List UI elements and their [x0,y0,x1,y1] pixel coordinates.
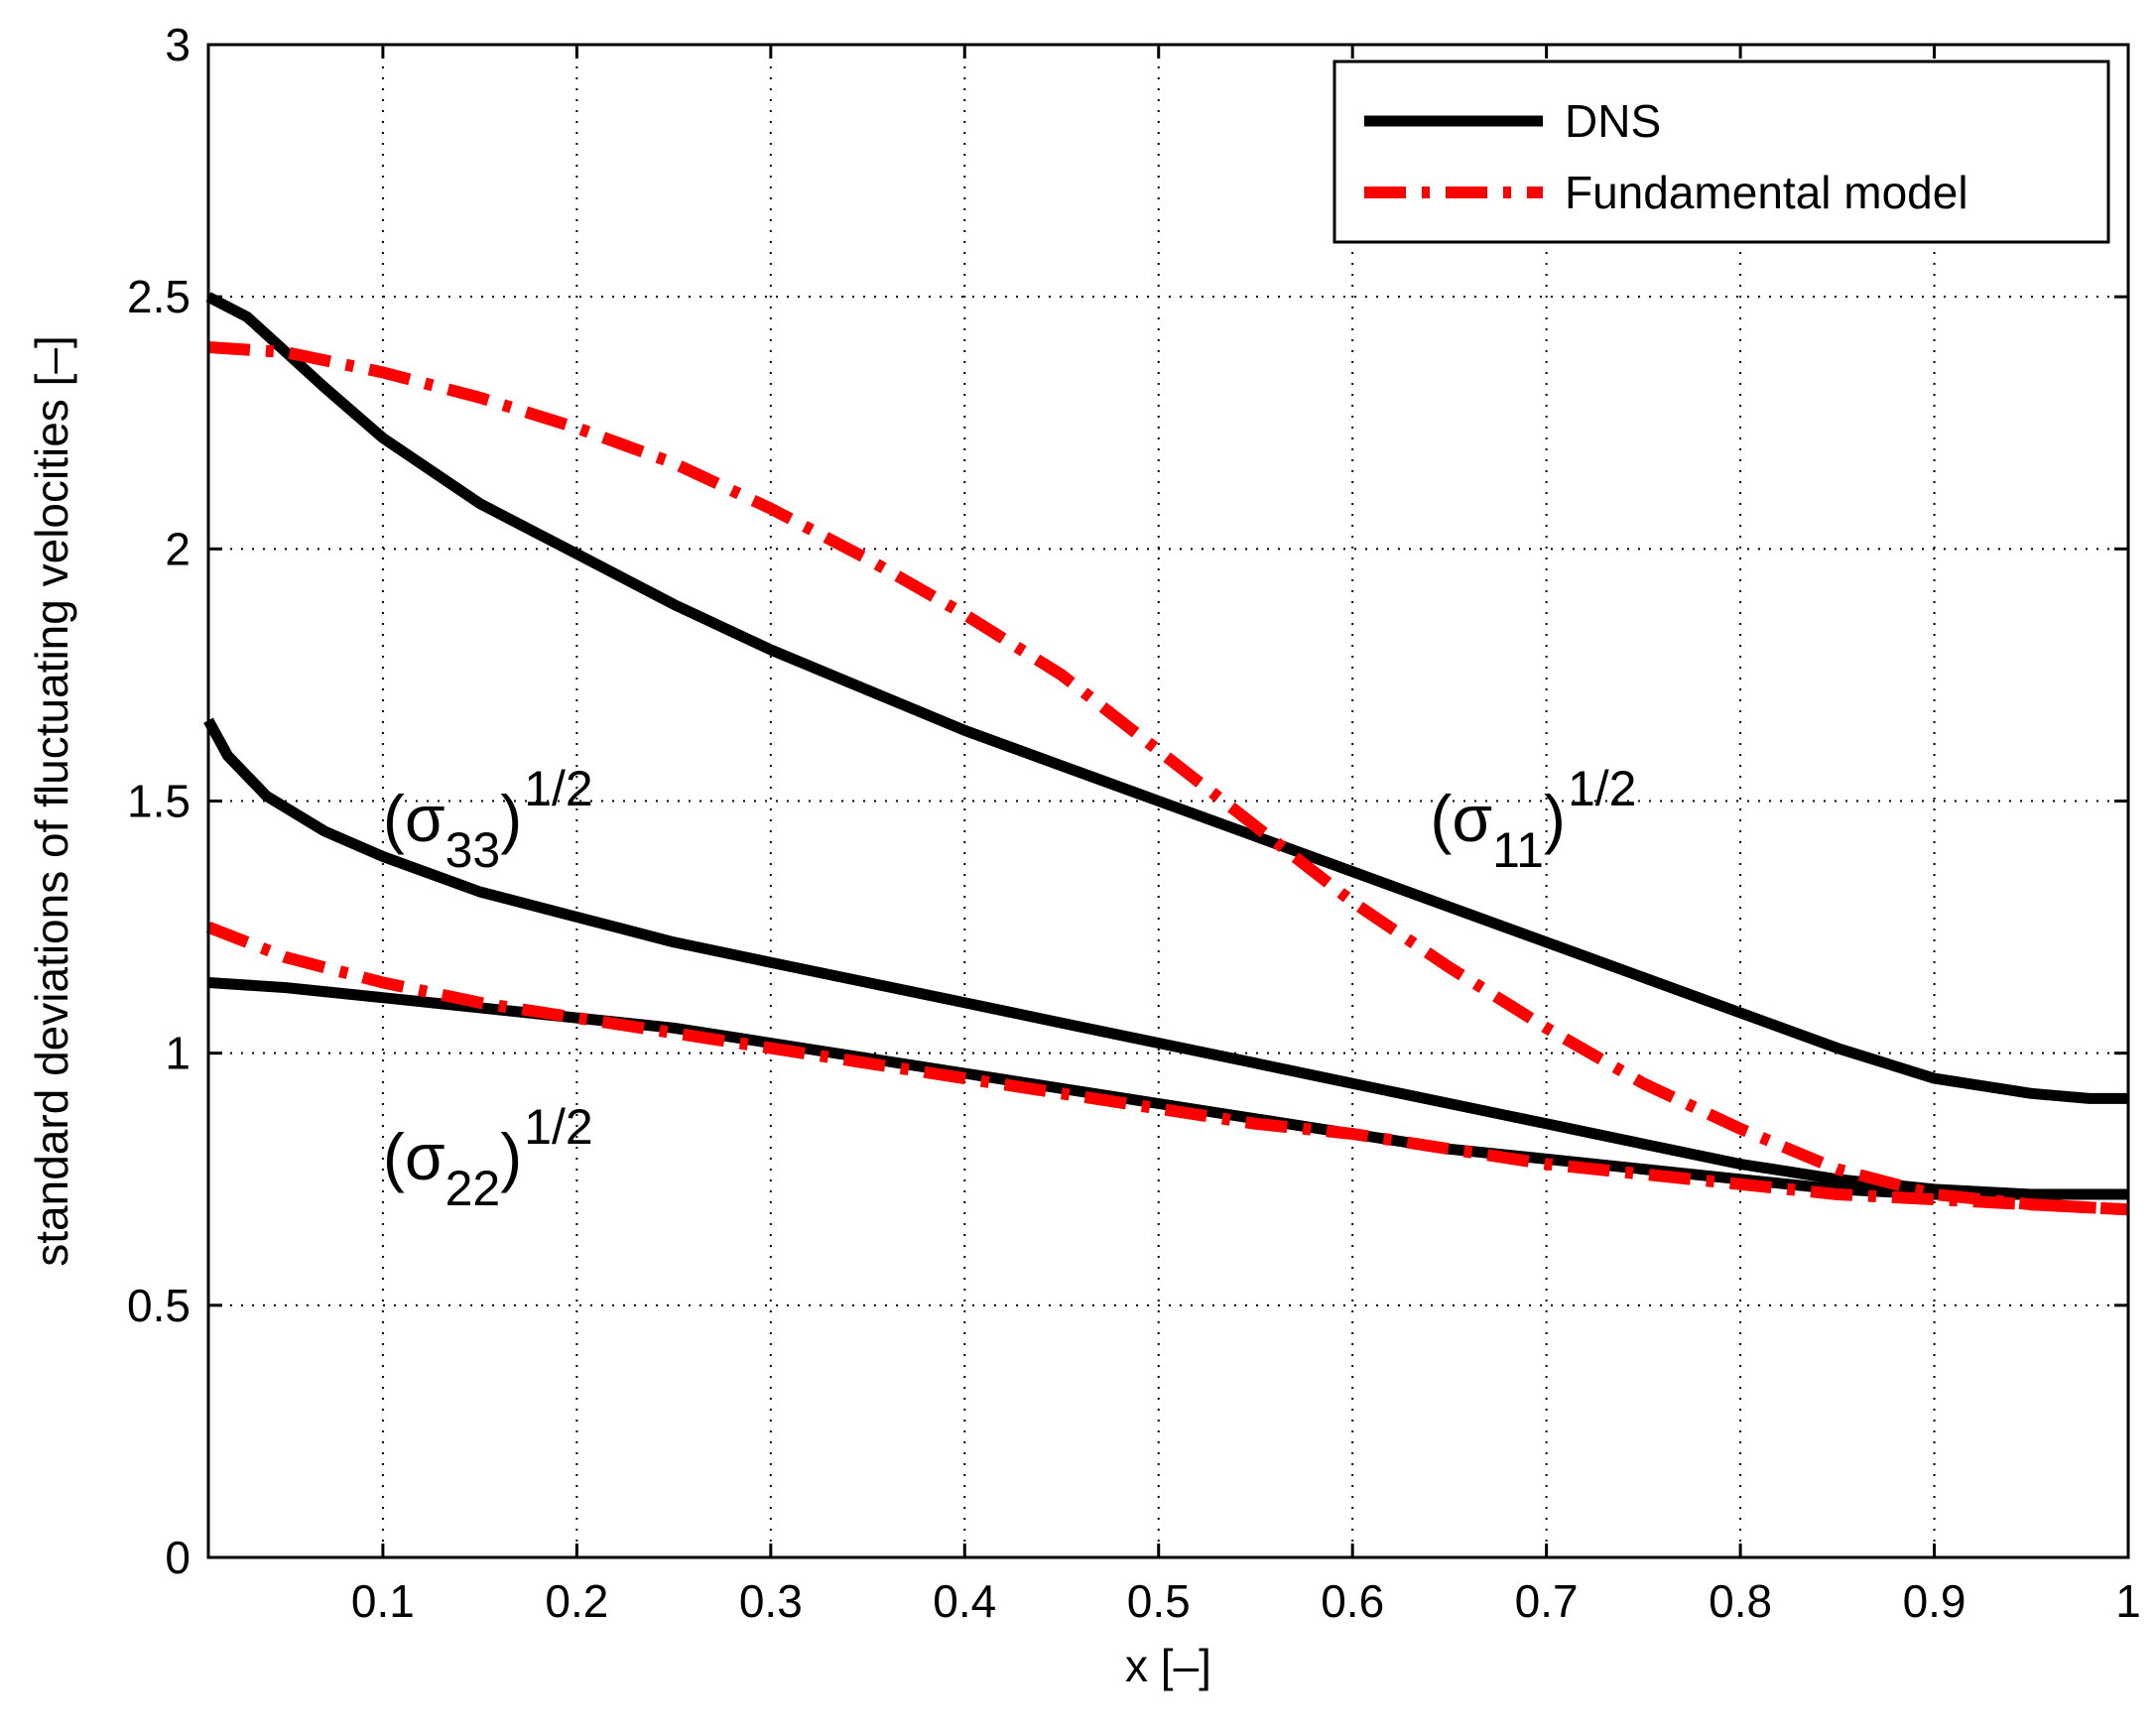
x-tick-label: 0.8 [1709,1575,1772,1627]
sigma-annotation: (σ 22) 1/2 [383,1099,593,1216]
series-line-dns [205,292,2128,1104]
annotation-close: ) [500,1120,522,1193]
annotation-base: (σ [383,1120,445,1193]
legend-label-fundamental-model: Fundamental model [1565,167,1968,218]
series-line-dns [203,717,2128,1200]
legend-box [1332,60,2110,244]
y-axis-label: standard deviations of fluctuating veloc… [26,335,77,1266]
y-tick-label: 1.5 [127,776,190,827]
x-tick-label: 1 [2115,1575,2141,1627]
y-tick-label: 1 [165,1028,190,1079]
x-tick-label: 0.3 [739,1575,803,1627]
annotation-superscript: 1/2 [524,1099,593,1155]
x-tick-label: 0.1 [351,1575,415,1627]
annotation-base: (σ [383,782,445,855]
sigma-annotation: (σ 33) 1/2 [383,761,593,878]
grid [208,45,2128,1557]
y-tick-label: 2 [165,523,190,574]
legend-label-dns: DNS [1565,95,1661,147]
annotation-close: ) [500,782,522,855]
annotation-superscript: 1/2 [1568,761,1637,816]
y-tick-label: 3 [165,19,190,70]
x-tick-label: 0.2 [545,1575,608,1627]
annotation-subscript: 22 [445,1161,501,1216]
x-tick-label: 0.4 [933,1575,996,1627]
annotation-subscript: 33 [445,822,501,878]
x-tick-label: 0.7 [1515,1575,1579,1627]
y-tick-label: 2.5 [127,271,190,322]
annotation-close: ) [1544,782,1566,855]
series-group [203,292,2129,1216]
x-tick-label: 0.5 [1127,1575,1191,1627]
series-line-model [207,341,2129,1216]
annotation-base: (σ [1430,782,1492,855]
x-axis-label: x [–] [1125,1640,1211,1691]
annotations: (σ 11) 1/2(σ 33) 1/2(σ 22) 1/2 [383,761,1637,1216]
series-line-dns [207,977,2128,1200]
annotation-superscript: 1/2 [524,761,593,816]
x-tick-label: 0.6 [1321,1575,1384,1627]
annotation-subscript: 11 [1492,822,1544,878]
sigma-annotation: (σ 11) 1/2 [1430,761,1636,878]
y-tick-label: 0.5 [127,1280,190,1331]
y-tick-label: 0 [165,1532,190,1583]
legend: DNS Fundamental model [1332,60,2110,244]
ticks: 0.1 0.2 0.3 0.4 0.5 0.6 0.7 0.8 0.9 1 0 0.5 1 1.5 2 2.5… [127,19,2141,1627]
x-tick-label: 0.9 [1903,1575,1966,1627]
